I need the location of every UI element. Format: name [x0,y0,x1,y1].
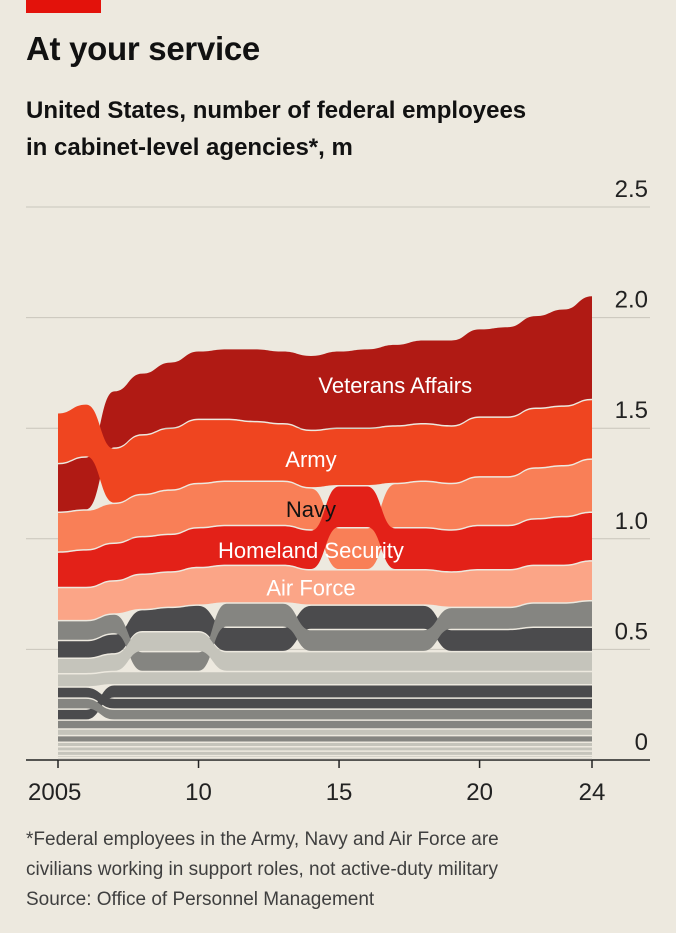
footnote-line-1: *Federal employees in the Army, Navy and… [26,829,499,850]
subtitle-line-1: United States, number of federal employe… [26,97,527,124]
y-tick-label: 1.0 [615,508,648,535]
y-tick-label: 2.0 [615,287,648,314]
area-other-agency [58,758,592,760]
series-label-navy: Navy [286,497,336,522]
ranked-stacked-area-chart: Veterans Affairs Army Navy Homeland Securit… [26,176,650,806]
area-other-agency [58,685,592,720]
series-label-army: Army [285,447,336,472]
area-other-agency [58,720,592,729]
area-air-force [58,561,592,620]
series-labels: Veterans Affairs Army Navy Homeland Securit… [218,373,472,600]
x-tick-label: 20 [466,779,493,806]
x-tick-label: 10 [185,779,212,806]
y-tick-label: 0 [635,729,648,756]
y-tick-label: 0.5 [615,618,648,645]
chart-subtitle: United States, number of federal employe… [26,92,626,166]
x-tick-label: 15 [326,779,353,806]
footnote: *Federal employees in the Army, Navy and… [26,825,656,915]
source-note: Source: Office of Personnel Management [26,889,375,910]
axes: 0 0.5 1.0 1.5 2.0 2.5 2005 10 15 20 24 [28,176,648,806]
area-homeland-security [58,486,592,587]
area-other-agency [58,756,592,758]
area-other-agency [58,632,592,673]
area-other-agency [58,698,592,720]
x-tick-label: 24 [579,779,606,806]
area-other-agency [58,672,592,687]
area-army [58,400,592,503]
x-tick-label: 2005 [28,779,81,806]
area-other-agency [58,729,592,735]
area-other-agency [58,751,592,755]
footnote-line-2: civilians working in support roles, not … [26,859,499,880]
series-label-homeland-security: Homeland Security [218,538,404,563]
chart-title: At your service [26,30,260,67]
area-other-agency [58,747,592,751]
area-other-agency [58,687,592,709]
subtitle-line-2: in cabinet-level agencies*, m [26,134,353,161]
brand-accent-bar [26,0,101,13]
series-label-air-force: Air Force [266,575,355,600]
area-veterans-affairs [58,296,592,512]
series-label-veterans-affairs: Veterans Affairs [318,373,472,398]
area-other-agency [58,601,592,671]
y-tick-label: 2.5 [615,176,648,203]
area-other-agency [58,605,592,658]
agency-areas [58,296,592,760]
area-other-agency [58,736,592,742]
y-tick-label: 1.5 [615,397,648,424]
area-other-agency [58,743,592,746]
